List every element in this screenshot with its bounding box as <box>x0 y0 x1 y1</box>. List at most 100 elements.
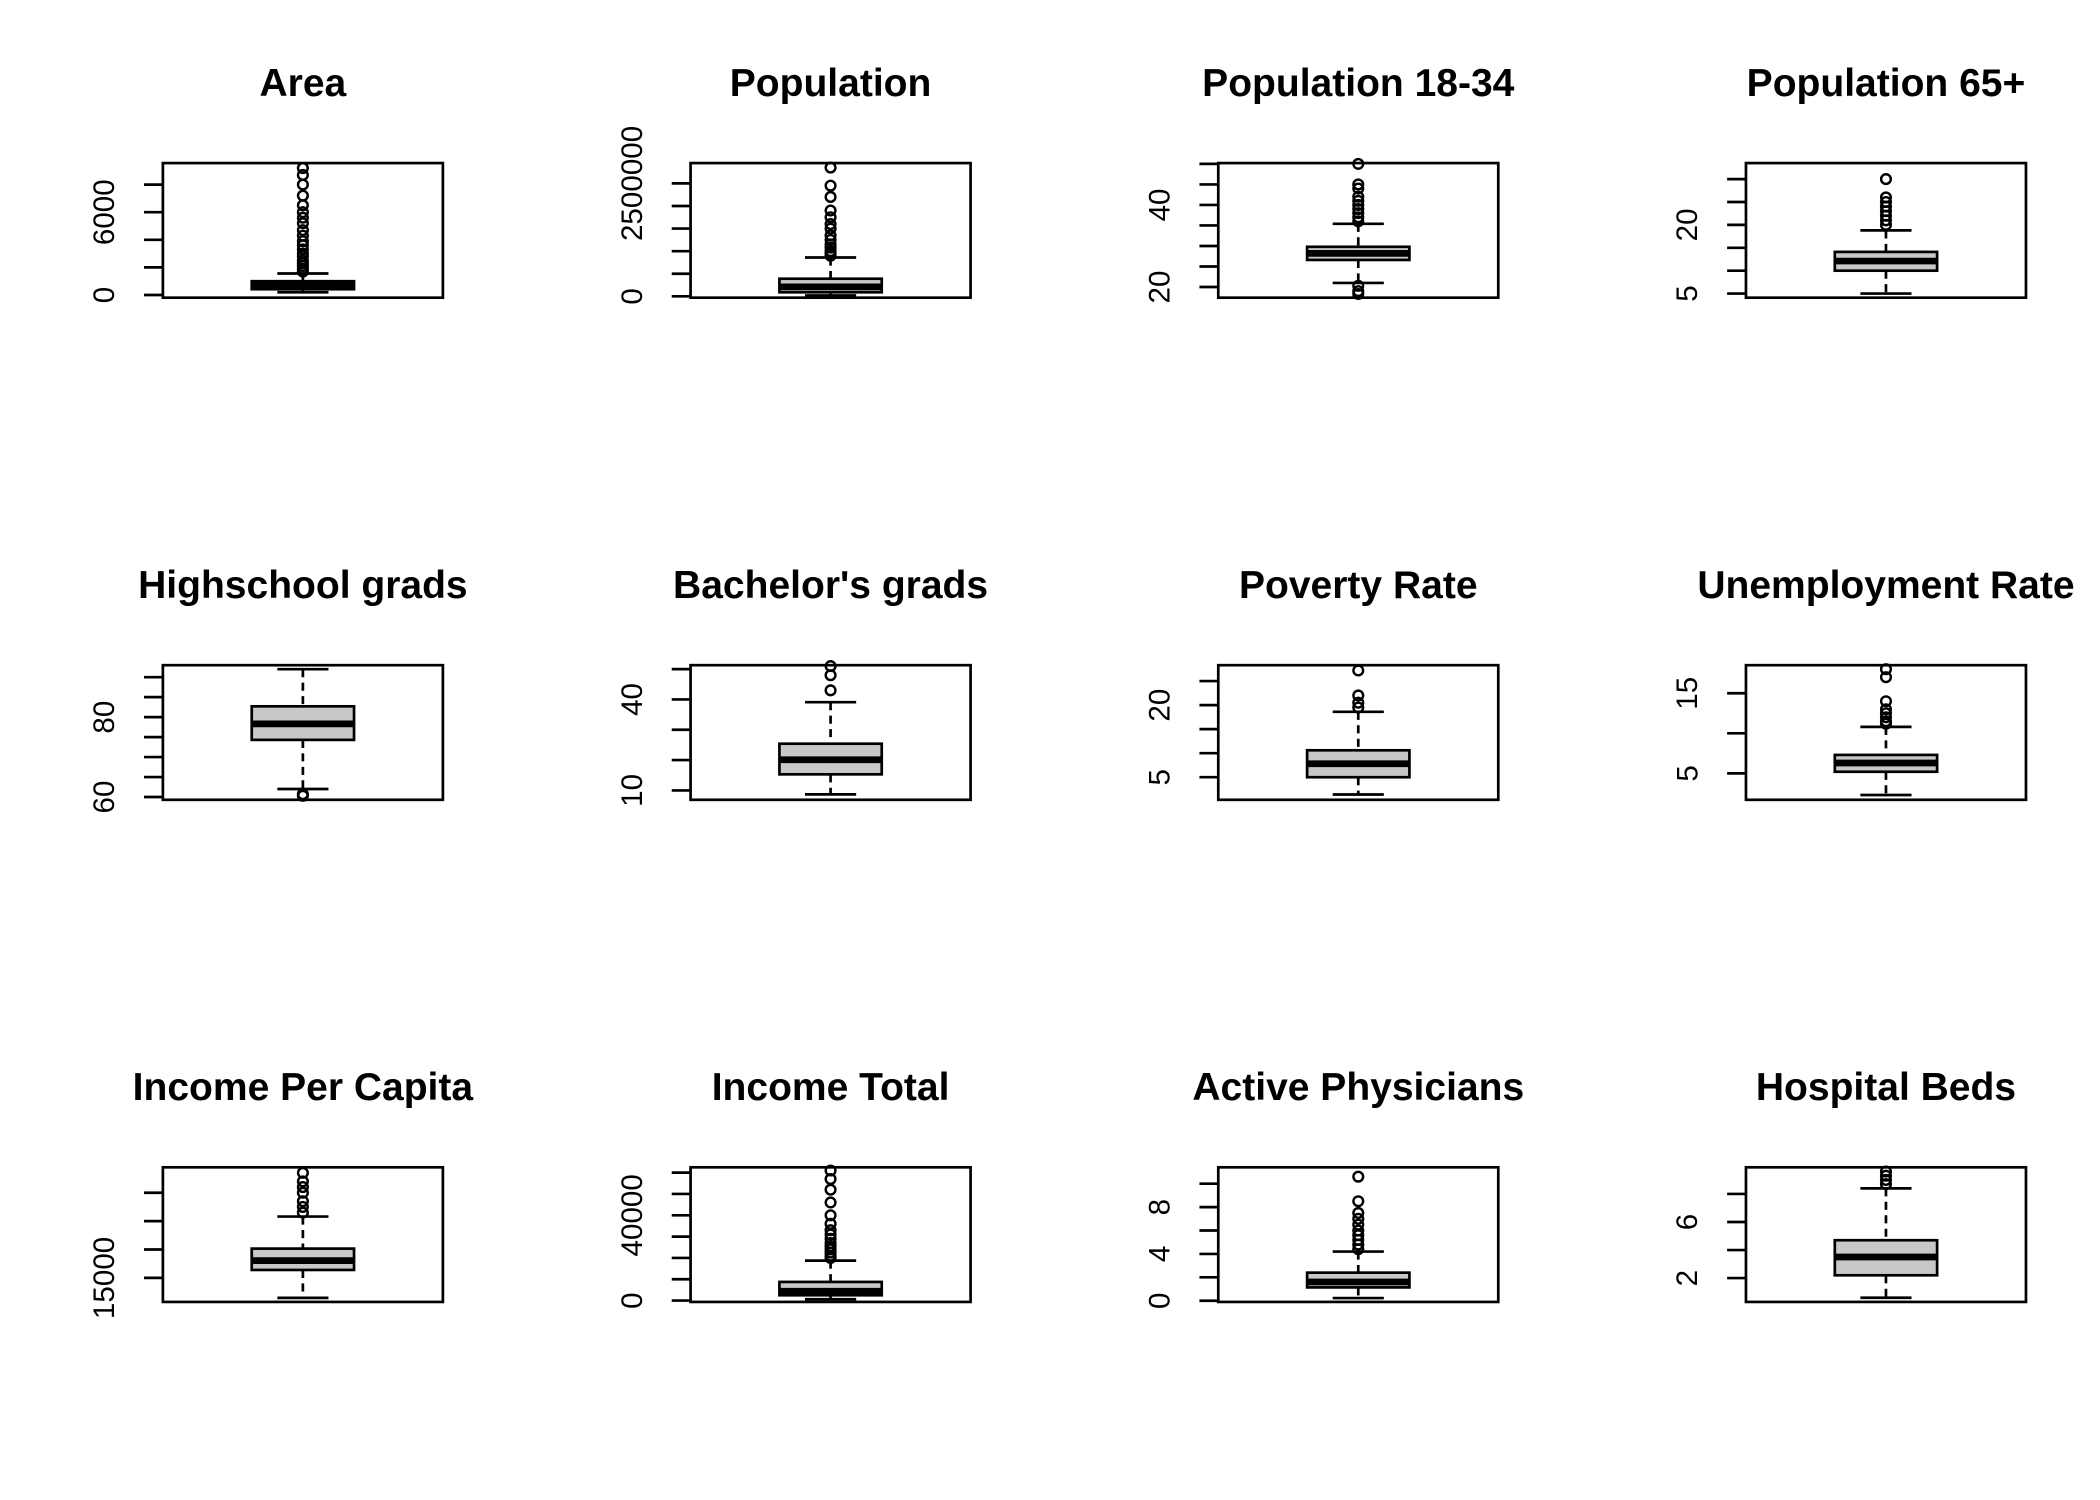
outlier <box>296 168 309 182</box>
y-tick-label: 0 <box>616 288 649 304</box>
outlier <box>1879 173 1893 186</box>
outlier <box>1352 287 1365 301</box>
chart-title: Population 65+ <box>1747 62 2026 105</box>
outlier <box>296 1200 309 1213</box>
y-tick-label: 5 <box>1671 765 1704 781</box>
chart-title: Population <box>730 62 932 105</box>
outlier <box>824 161 837 174</box>
outlier <box>296 229 309 242</box>
outlier <box>1352 198 1365 211</box>
outlier <box>296 235 309 248</box>
y-tick-label: 0 <box>616 1292 649 1308</box>
outlier <box>1352 701 1365 714</box>
outlier <box>296 1206 309 1219</box>
y-tick-label: 2500000 <box>616 126 649 241</box>
outlier <box>1352 215 1365 228</box>
outlier <box>296 211 309 224</box>
chart-title: Population 18-34 <box>1202 62 1514 105</box>
outlier <box>1352 182 1365 195</box>
outlier <box>1352 194 1365 207</box>
outlier <box>296 189 309 202</box>
outlier <box>1879 671 1893 684</box>
outlier <box>824 1209 837 1222</box>
outlier <box>1352 1218 1365 1231</box>
y-tick-label: 15 <box>1671 677 1704 710</box>
outlier <box>824 660 837 673</box>
y-tick-label: 5 <box>1671 285 1704 301</box>
outlier <box>296 206 309 219</box>
outlier <box>296 243 309 256</box>
outlier <box>824 229 837 242</box>
y-tick-label: 5 <box>1144 769 1177 785</box>
outlier <box>1879 1173 1893 1186</box>
y-tick-label: 20 <box>1144 689 1177 722</box>
outlier <box>296 1186 309 1199</box>
outlier <box>1352 1195 1365 1208</box>
outlier <box>1879 695 1893 708</box>
plot-frame <box>1744 161 2028 300</box>
outlier <box>1879 1178 1893 1191</box>
outlier <box>1352 1224 1365 1237</box>
outlier <box>824 179 837 192</box>
y-tick-label: 2 <box>1671 1270 1704 1286</box>
outlier <box>824 684 837 697</box>
chart-title: Bachelor's grads <box>673 564 988 607</box>
outlier <box>1352 664 1365 677</box>
outlier <box>1352 178 1365 191</box>
outlier <box>1879 715 1893 728</box>
outlier <box>1352 190 1365 203</box>
chart-title: Income Per Capita <box>133 1066 474 1109</box>
plot-frame <box>689 1165 972 1304</box>
y-tick-label: 15000 <box>88 1237 121 1319</box>
y-tick-label: 4 <box>1144 1246 1177 1262</box>
plot-frame <box>689 663 972 802</box>
outlier <box>296 247 309 260</box>
plot-frame <box>1216 1165 1500 1304</box>
y-tick-label: 0 <box>88 287 121 303</box>
outlier <box>296 254 309 267</box>
chart-title: Poverty Rate <box>1239 564 1478 607</box>
outlier <box>1352 1170 1365 1183</box>
outlier <box>824 1183 837 1196</box>
outlier <box>1879 663 1893 676</box>
y-tick-label: 20 <box>1671 208 1704 241</box>
outlier <box>1879 703 1893 716</box>
outlier <box>296 788 309 801</box>
outlier <box>1352 279 1365 292</box>
outlier <box>296 1181 309 1194</box>
chart-title: Highschool grads <box>138 564 468 607</box>
outlier <box>296 224 309 237</box>
outlier <box>824 1224 837 1237</box>
outlier <box>824 1164 837 1177</box>
outlier <box>1352 202 1365 216</box>
y-tick-label: 40 <box>1144 188 1177 221</box>
outlier <box>1352 696 1365 709</box>
y-tick-label: 10 <box>616 774 649 807</box>
outlier <box>296 1166 309 1179</box>
chart-title: Income Total <box>712 1066 950 1109</box>
y-tick-label: 80 <box>88 701 121 734</box>
outlier <box>296 199 309 212</box>
outlier <box>824 218 837 231</box>
outlier <box>824 233 837 246</box>
y-tick-label: 6000 <box>88 179 121 245</box>
chart-title: Unemployment Rate <box>1697 564 2074 607</box>
outlier <box>824 204 837 217</box>
chart-title: Area <box>260 62 347 105</box>
outlier <box>1352 689 1365 702</box>
y-tick-label: 40000 <box>616 1174 649 1256</box>
outlier <box>296 217 309 230</box>
y-tick-label: 40 <box>616 683 649 716</box>
outlier <box>1879 711 1893 724</box>
outlier <box>1879 195 1893 209</box>
outlier <box>1879 191 1893 204</box>
outlier <box>1352 207 1365 220</box>
outlier <box>1352 1206 1365 1220</box>
outlier <box>1352 211 1365 224</box>
outlier <box>1879 707 1893 720</box>
outlier <box>824 1196 837 1209</box>
outlier <box>824 222 837 235</box>
chart-title: Active Physicians <box>1192 1066 1524 1109</box>
outlier <box>296 178 309 191</box>
